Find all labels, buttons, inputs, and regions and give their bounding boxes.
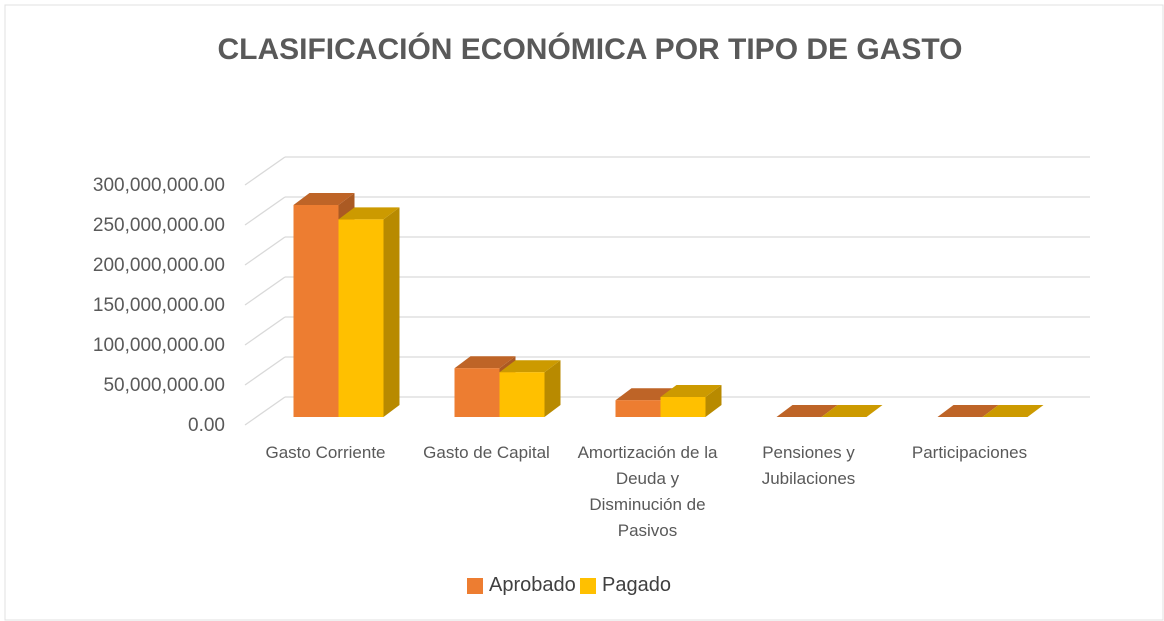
bar <box>660 397 706 417</box>
bar-side <box>705 385 722 417</box>
bar-top <box>499 360 561 373</box>
x-tick-label: Pensiones y Jubilaciones <box>761 443 856 488</box>
bar-top <box>821 405 883 417</box>
grid-line-depth <box>244 156 286 186</box>
legend-item: Aprobado <box>467 574 576 597</box>
x-tick-label: Amortización de la Deuda y Disminución d… <box>577 443 718 540</box>
legend-item: Pagado <box>580 574 671 597</box>
legend-swatch <box>467 577 483 594</box>
bar <box>293 205 339 417</box>
chart-border <box>4 4 1164 621</box>
bar <box>338 219 384 417</box>
bar-top <box>293 193 355 205</box>
bar-top <box>660 385 722 397</box>
grid-line-depth <box>244 316 286 346</box>
bar-side <box>544 360 561 417</box>
bar <box>454 368 500 417</box>
legend-swatch <box>580 577 596 594</box>
y-tick-label: 50,000,000.00 <box>103 375 225 396</box>
chart-title: CLASIFICACIÓN ECONÓMICA POR TIPO DE GAST… <box>217 32 962 66</box>
y-tick-label: 300,000,000.00 <box>93 175 225 196</box>
legend-label: Pagado <box>602 574 671 596</box>
y-tick-label: 250,000,000.00 <box>93 215 225 236</box>
bar-top <box>937 405 999 417</box>
grid-line-depth <box>244 356 286 386</box>
y-tick-label: 0.00 <box>188 415 225 436</box>
y-tick-label: 150,000,000.00 <box>93 295 225 316</box>
grid-line-depth <box>244 196 286 226</box>
grid-line-depth <box>244 236 286 266</box>
bar <box>615 400 661 417</box>
legend-label: Aprobado <box>489 574 576 596</box>
grid-line-depth <box>244 276 286 306</box>
bar-top <box>776 405 838 417</box>
y-tick-label: 100,000,000.00 <box>93 335 225 356</box>
bar-top <box>982 405 1044 417</box>
x-tick-label: Gasto Corriente <box>265 443 386 462</box>
y-tick-label: 200,000,000.00 <box>93 255 225 276</box>
bar <box>499 372 545 417</box>
bar-top <box>338 207 400 220</box>
bar-top <box>454 356 516 369</box>
x-tick-label: Gasto de Capital <box>423 443 550 462</box>
x-tick-label: Participaciones <box>911 443 1028 462</box>
grid-line-depth <box>244 396 286 426</box>
bar-side <box>383 207 400 417</box>
